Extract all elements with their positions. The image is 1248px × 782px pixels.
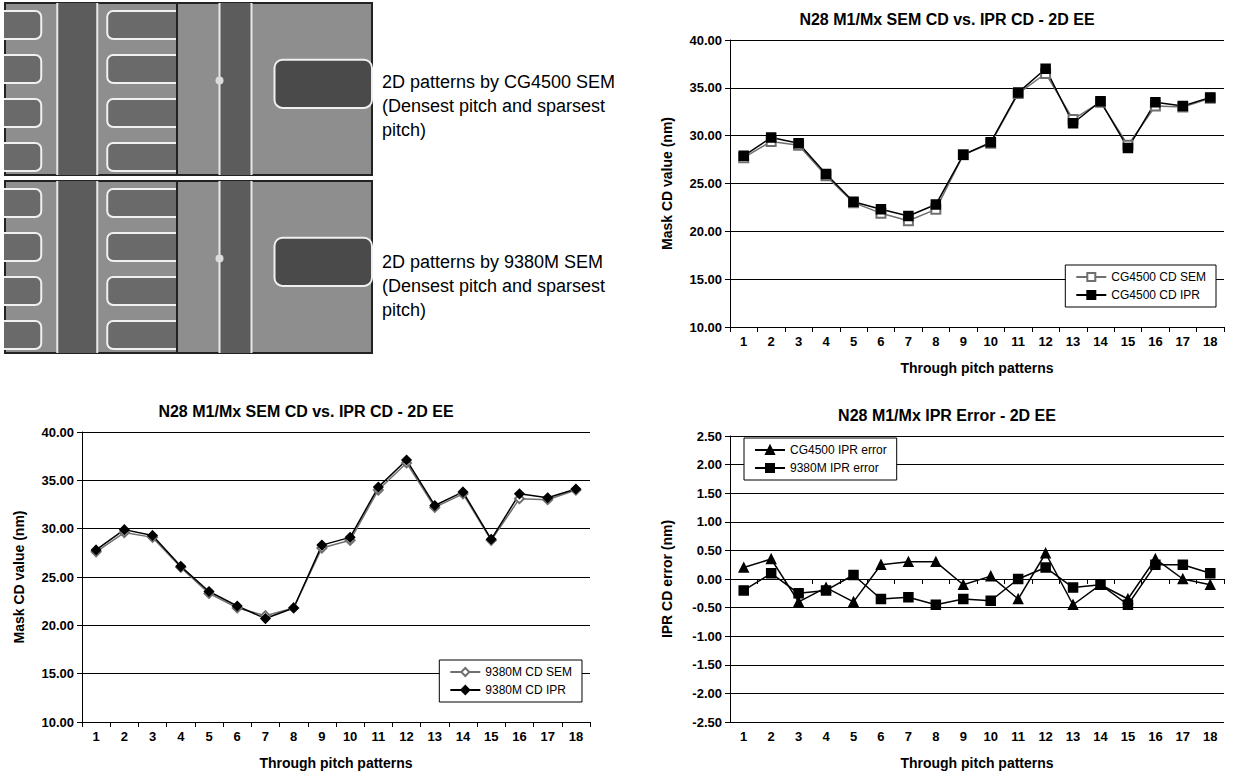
svg-text:Mask CD value (nm): Mask CD value (nm) bbox=[11, 510, 27, 643]
svg-text:3: 3 bbox=[795, 334, 802, 349]
svg-text:8: 8 bbox=[932, 729, 939, 744]
svg-text:4: 4 bbox=[822, 729, 830, 744]
svg-text:1.50: 1.50 bbox=[697, 486, 722, 501]
svg-text:17: 17 bbox=[540, 729, 554, 744]
svg-text:12: 12 bbox=[1038, 729, 1052, 744]
svg-text:18: 18 bbox=[1203, 334, 1217, 349]
svg-text:1.00: 1.00 bbox=[697, 514, 722, 529]
html-text:2D patterns by CG4500 SEM (Den: 2D patterns by CG4500 SEM (Densest pitch… bbox=[382, 72, 616, 140]
svg-text:17: 17 bbox=[1176, 729, 1190, 744]
svg-text:16: 16 bbox=[1148, 334, 1162, 349]
svg-text:2: 2 bbox=[768, 334, 775, 349]
svg-text:30.00: 30.00 bbox=[689, 128, 722, 143]
svg-text:9380M IPR error: 9380M IPR error bbox=[790, 461, 879, 475]
svg-text:12: 12 bbox=[1038, 334, 1052, 349]
svg-text:2.00: 2.00 bbox=[697, 457, 722, 472]
svg-text:0.50: 0.50 bbox=[697, 543, 722, 558]
svg-text:14: 14 bbox=[1093, 334, 1108, 349]
svg-text:13: 13 bbox=[428, 729, 442, 744]
svg-text:-1.00: -1.00 bbox=[692, 629, 722, 644]
html-text:2D patterns by 9380M SEM (Dens: 2D patterns by 9380M SEM (Densest pitch … bbox=[382, 252, 606, 320]
svg-text:5: 5 bbox=[850, 729, 857, 744]
svg-text:30.00: 30.00 bbox=[41, 521, 74, 536]
svg-text:Through pitch patterns: Through pitch patterns bbox=[900, 360, 1053, 376]
svg-text:-2.50: -2.50 bbox=[692, 715, 722, 730]
svg-text:10: 10 bbox=[983, 334, 997, 349]
svg-text:20.00: 20.00 bbox=[689, 224, 722, 239]
svg-text:15: 15 bbox=[484, 729, 498, 744]
svg-text:14: 14 bbox=[1093, 729, 1108, 744]
svg-text:25.00: 25.00 bbox=[41, 570, 74, 585]
svg-text:N28 M1/Mx IPR Error - 2D EE: N28 M1/Mx IPR Error - 2D EE bbox=[838, 407, 1056, 424]
svg-text:Through pitch patterns: Through pitch patterns bbox=[900, 755, 1053, 771]
svg-text:N28 M1/Mx SEM CD vs. IPR CD -: N28 M1/Mx SEM CD vs. IPR CD - 2D EE bbox=[158, 403, 454, 420]
svg-text:1: 1 bbox=[740, 334, 747, 349]
svg-text:-1.50: -1.50 bbox=[692, 657, 722, 672]
svg-text:15.00: 15.00 bbox=[41, 666, 74, 681]
svg-text:2: 2 bbox=[768, 729, 775, 744]
svg-text:35.00: 35.00 bbox=[41, 473, 74, 488]
svg-text:N28 M1/Mx SEM CD vs. IPR CD -: N28 M1/Mx SEM CD vs. IPR CD - 2D EE bbox=[799, 11, 1095, 28]
svg-text:40.00: 40.00 bbox=[689, 33, 722, 48]
svg-text:16: 16 bbox=[1148, 729, 1162, 744]
svg-text:9: 9 bbox=[960, 334, 967, 349]
svg-text:CG4500 CD IPR: CG4500 CD IPR bbox=[1111, 288, 1200, 302]
svg-text:5: 5 bbox=[850, 334, 857, 349]
svg-text:13: 13 bbox=[1066, 729, 1080, 744]
svg-text:2: 2 bbox=[121, 729, 128, 744]
svg-text:6: 6 bbox=[234, 729, 241, 744]
svg-text:9380M CD SEM: 9380M CD SEM bbox=[485, 665, 572, 679]
svg-text:10: 10 bbox=[343, 729, 357, 744]
svg-text:3: 3 bbox=[149, 729, 156, 744]
svg-text:1: 1 bbox=[92, 729, 99, 744]
svg-text:25.00: 25.00 bbox=[689, 176, 722, 191]
svg-text:5: 5 bbox=[205, 729, 212, 744]
svg-text:-0.50: -0.50 bbox=[692, 600, 722, 615]
svg-text:Mask CD value (nm): Mask CD value (nm) bbox=[659, 117, 675, 250]
svg-text:17: 17 bbox=[1176, 334, 1190, 349]
svg-text:0.00: 0.00 bbox=[697, 572, 722, 587]
svg-text:CG4500 IPR error: CG4500 IPR error bbox=[790, 443, 887, 457]
svg-text:6: 6 bbox=[877, 729, 884, 744]
svg-text:15.00: 15.00 bbox=[689, 272, 722, 287]
svg-text:8: 8 bbox=[290, 729, 297, 744]
svg-text:9380M CD IPR: 9380M CD IPR bbox=[485, 683, 566, 697]
svg-text:13: 13 bbox=[1066, 334, 1080, 349]
svg-text:7: 7 bbox=[262, 729, 269, 744]
svg-text:11: 11 bbox=[1011, 729, 1025, 744]
svg-text:18: 18 bbox=[1203, 729, 1217, 744]
svg-text:10.00: 10.00 bbox=[689, 320, 722, 335]
svg-text:10: 10 bbox=[983, 729, 997, 744]
svg-text:35.00: 35.00 bbox=[689, 80, 722, 95]
svg-text:14: 14 bbox=[456, 729, 471, 744]
svg-text:IPR CD error (nm): IPR CD error (nm) bbox=[659, 520, 675, 638]
svg-text:15: 15 bbox=[1121, 729, 1135, 744]
svg-text:15: 15 bbox=[1121, 334, 1135, 349]
svg-text:CG4500 CD SEM: CG4500 CD SEM bbox=[1111, 270, 1206, 284]
svg-text:3: 3 bbox=[795, 729, 802, 744]
svg-text:12: 12 bbox=[399, 729, 413, 744]
svg-text:11: 11 bbox=[371, 729, 385, 744]
svg-text:Through pitch patterns: Through pitch patterns bbox=[259, 755, 412, 771]
svg-text:9: 9 bbox=[318, 729, 325, 744]
svg-text:7: 7 bbox=[905, 729, 912, 744]
svg-text:1: 1 bbox=[740, 729, 747, 744]
svg-text:7: 7 bbox=[905, 334, 912, 349]
svg-text:11: 11 bbox=[1011, 334, 1025, 349]
svg-text:9: 9 bbox=[960, 729, 967, 744]
svg-text:18: 18 bbox=[569, 729, 583, 744]
svg-text:20.00: 20.00 bbox=[41, 618, 74, 633]
svg-text:-2.00: -2.00 bbox=[692, 686, 722, 701]
svg-text:6: 6 bbox=[877, 334, 884, 349]
svg-text:10.00: 10.00 bbox=[41, 715, 74, 730]
svg-text:4: 4 bbox=[822, 334, 830, 349]
svg-text:16: 16 bbox=[512, 729, 526, 744]
svg-text:8: 8 bbox=[932, 334, 939, 349]
svg-text:2.50: 2.50 bbox=[697, 429, 722, 444]
svg-text:40.00: 40.00 bbox=[41, 425, 74, 440]
svg-text:4: 4 bbox=[177, 729, 185, 744]
